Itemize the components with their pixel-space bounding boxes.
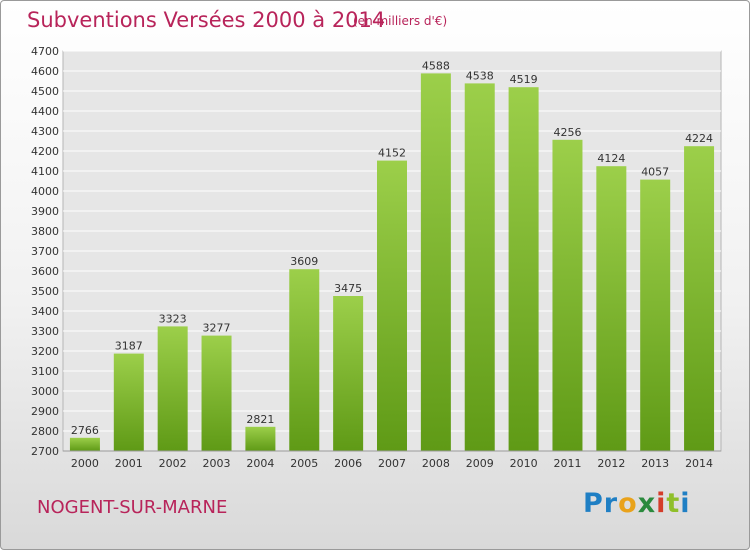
y-tick-label: 3200 xyxy=(31,345,59,358)
bar-value-label: 2821 xyxy=(246,413,274,426)
y-tick-label: 4200 xyxy=(31,145,59,158)
bar-value-label: 4538 xyxy=(466,69,494,82)
y-tick-label: 3100 xyxy=(31,365,59,378)
bar-value-label: 3323 xyxy=(159,312,187,325)
bar-value-label: 2766 xyxy=(71,424,99,437)
y-tick-label: 3500 xyxy=(31,285,59,298)
bar-value-label: 4152 xyxy=(378,147,406,160)
bar-2002[interactable] xyxy=(157,326,188,451)
x-tick-label: 2014 xyxy=(685,457,713,470)
y-tick-label: 3700 xyxy=(31,245,59,258)
x-tick-label: 2002 xyxy=(159,457,187,470)
x-tick-label: 2000 xyxy=(71,457,99,470)
x-tick-label: 2012 xyxy=(597,457,625,470)
bar-value-label: 3475 xyxy=(334,282,362,295)
x-tick-label: 2009 xyxy=(466,457,494,470)
y-tick-label: 3400 xyxy=(31,305,59,318)
y-tick-label: 4400 xyxy=(31,105,59,118)
bar-value-label: 4588 xyxy=(422,59,450,72)
bar-2001[interactable] xyxy=(113,353,144,451)
proxiti-logo[interactable]: Proxiti xyxy=(583,488,691,519)
y-tick-label: 4100 xyxy=(31,165,59,178)
bar-2004[interactable] xyxy=(245,426,276,451)
y-tick-label: 3300 xyxy=(31,325,59,338)
y-tick-label: 2900 xyxy=(31,405,59,418)
y-tick-label: 3900 xyxy=(31,205,59,218)
bar-2005[interactable] xyxy=(289,269,320,451)
bar-2007[interactable] xyxy=(377,160,407,451)
bar-2010[interactable] xyxy=(508,87,539,451)
y-tick-label: 4700 xyxy=(31,45,59,58)
x-tick-label: 2013 xyxy=(641,457,669,470)
bar-2003[interactable] xyxy=(201,335,232,451)
y-tick-label: 2700 xyxy=(31,445,59,458)
x-tick-label: 2008 xyxy=(422,457,450,470)
commune-name: NOGENT-SUR-MARNE xyxy=(37,497,228,518)
y-tick-label: 4500 xyxy=(31,85,59,98)
bar-value-label: 3277 xyxy=(203,322,231,335)
x-tick-label: 2010 xyxy=(510,457,538,470)
bar-value-label: 4057 xyxy=(641,166,669,179)
chart-title: Subventions Versées 2000 à 2014 xyxy=(27,8,386,32)
bar-value-label: 4124 xyxy=(597,152,625,165)
x-tick-label: 2001 xyxy=(115,457,143,470)
y-tick-label: 3600 xyxy=(31,265,59,278)
bar-2012[interactable] xyxy=(596,166,627,451)
x-tick-label: 2005 xyxy=(290,457,318,470)
y-tick-label: 2800 xyxy=(31,425,59,438)
y-tick-label: 4600 xyxy=(31,65,59,78)
bar-value-label: 4519 xyxy=(510,73,538,86)
x-tick-label: 2007 xyxy=(378,457,406,470)
bar-2009[interactable] xyxy=(464,83,495,452)
bar-2011[interactable] xyxy=(552,139,583,452)
y-tick-label: 4000 xyxy=(31,185,59,198)
bar-value-label: 3187 xyxy=(115,340,143,353)
bar-2008[interactable] xyxy=(420,73,451,452)
y-tick-label: 4300 xyxy=(31,125,59,138)
bar-value-label: 4256 xyxy=(553,126,581,139)
bar-value-label: 4224 xyxy=(685,132,713,145)
x-tick-label: 2004 xyxy=(246,457,274,470)
bar-2000[interactable] xyxy=(69,437,100,451)
bar-2013[interactable] xyxy=(640,179,671,451)
x-tick-label: 2011 xyxy=(553,457,581,470)
x-tick-label: 2003 xyxy=(203,457,231,470)
bar-2014[interactable] xyxy=(684,146,715,451)
y-tick-label: 3800 xyxy=(31,225,59,238)
y-tick-label: 3000 xyxy=(31,385,59,398)
bar-value-label: 3609 xyxy=(290,255,318,268)
bar-2006[interactable] xyxy=(333,296,364,451)
x-tick-label: 2006 xyxy=(334,457,362,470)
chart-subtitle: (en milliers d'€) xyxy=(353,14,448,28)
